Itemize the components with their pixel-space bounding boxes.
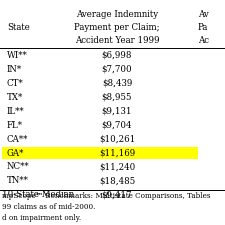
Text: CT*: CT* [7, 79, 23, 88]
Text: GA*: GA* [7, 148, 24, 157]
Text: 99 claims as of mid-2000.: 99 claims as of mid-2000. [2, 203, 96, 211]
Text: $18,485: $18,485 [99, 176, 135, 185]
Text: $11,169: $11,169 [99, 148, 135, 157]
Text: $9,704: $9,704 [102, 121, 132, 130]
Text: Av: Av [198, 10, 209, 19]
Text: Accident Year 1999: Accident Year 1999 [75, 36, 159, 45]
Text: $8,439: $8,439 [102, 79, 132, 88]
Text: CA**: CA** [7, 135, 28, 144]
Text: $9,417: $9,417 [102, 190, 132, 199]
Text: IN*: IN* [7, 65, 22, 74]
Text: $7,700: $7,700 [102, 65, 132, 74]
Text: $6,998: $6,998 [102, 51, 132, 60]
Text: $10,261: $10,261 [99, 135, 135, 144]
Text: 10-State Median: 10-State Median [2, 190, 74, 199]
Text: mpScope™ Benchmarks: Multistate Comparisons, Tables: mpScope™ Benchmarks: Multistate Comparis… [2, 192, 211, 200]
Text: $9,131: $9,131 [102, 107, 132, 116]
Bar [2, 146, 198, 160]
Text: Payment per Claim;: Payment per Claim; [74, 23, 160, 32]
Text: Ac: Ac [198, 36, 209, 45]
Text: Pa: Pa [198, 23, 208, 32]
Text: TX*: TX* [7, 93, 23, 102]
Text: $11,240: $11,240 [99, 162, 135, 171]
Text: IL**: IL** [7, 107, 24, 116]
Text: State: State [7, 22, 30, 32]
Text: Average Indemnity: Average Indemnity [76, 10, 158, 19]
Text: $8,955: $8,955 [102, 93, 132, 102]
Text: TN**: TN** [7, 176, 29, 185]
Text: FL*: FL* [7, 121, 23, 130]
Text: d on impairment only.: d on impairment only. [2, 214, 81, 222]
Text: NC**: NC** [7, 162, 29, 171]
Text: WI**: WI** [7, 51, 27, 60]
